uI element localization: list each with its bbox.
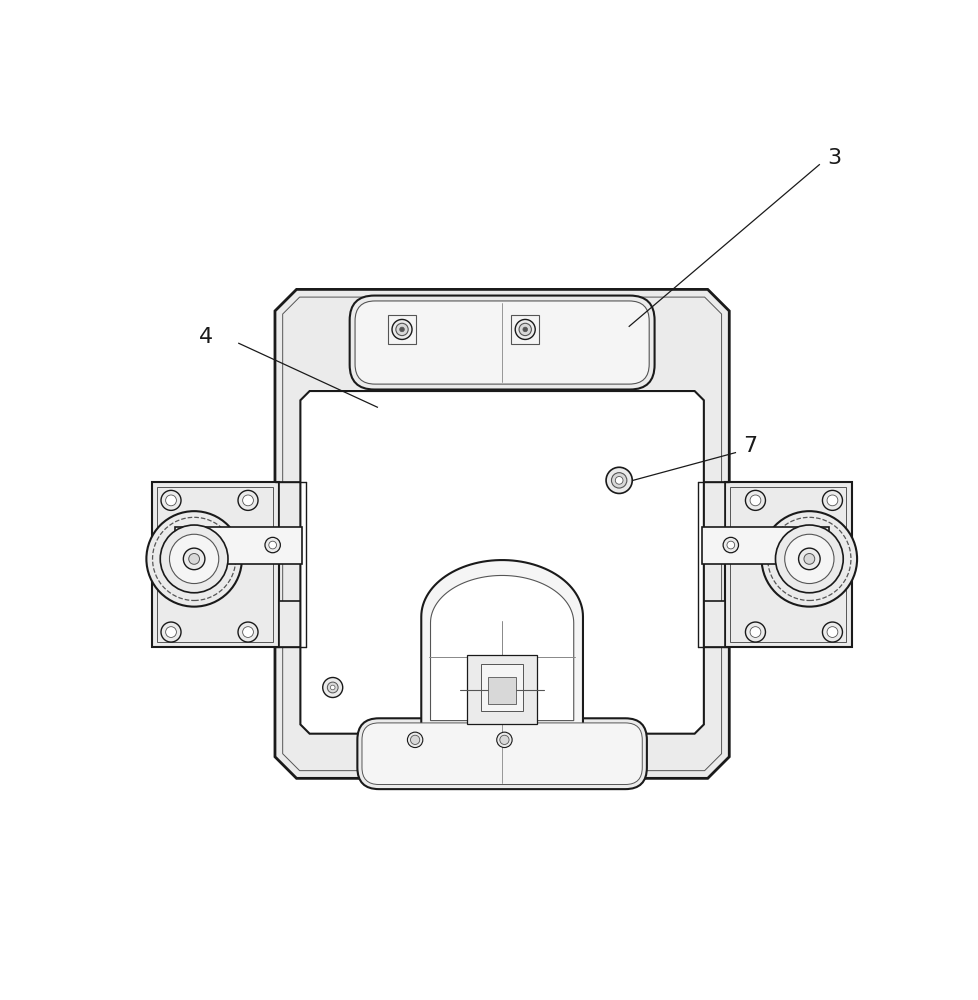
Polygon shape bbox=[279, 601, 313, 647]
Text: 3: 3 bbox=[826, 148, 840, 168]
Polygon shape bbox=[421, 560, 582, 724]
Circle shape bbox=[784, 534, 833, 584]
Circle shape bbox=[723, 537, 737, 553]
Circle shape bbox=[169, 534, 218, 584]
Circle shape bbox=[410, 735, 420, 744]
Circle shape bbox=[160, 622, 181, 642]
Circle shape bbox=[803, 554, 814, 564]
Circle shape bbox=[775, 525, 842, 593]
Bar bbox=[730, 487, 845, 642]
Bar bbox=[701, 527, 827, 564]
Bar bbox=[488, 677, 515, 704]
Circle shape bbox=[189, 554, 200, 564]
Circle shape bbox=[238, 622, 258, 642]
Polygon shape bbox=[689, 482, 724, 528]
Bar bbox=[157, 487, 273, 642]
Circle shape bbox=[798, 548, 820, 570]
Circle shape bbox=[822, 622, 842, 642]
Circle shape bbox=[269, 541, 276, 549]
FancyBboxPatch shape bbox=[355, 301, 648, 384]
Circle shape bbox=[826, 495, 837, 506]
Bar bbox=[724, 482, 851, 647]
Bar bbox=[152, 482, 279, 647]
Bar bbox=[511, 315, 539, 344]
Circle shape bbox=[243, 495, 253, 506]
Circle shape bbox=[323, 677, 342, 698]
Circle shape bbox=[391, 319, 412, 339]
Circle shape bbox=[407, 732, 422, 748]
Circle shape bbox=[761, 511, 856, 607]
Polygon shape bbox=[300, 391, 703, 734]
Bar bbox=[481, 664, 522, 711]
Circle shape bbox=[165, 495, 176, 506]
Circle shape bbox=[749, 627, 760, 637]
Circle shape bbox=[183, 548, 204, 570]
Circle shape bbox=[514, 319, 535, 339]
Polygon shape bbox=[275, 289, 729, 778]
Circle shape bbox=[518, 323, 531, 336]
Polygon shape bbox=[279, 482, 313, 528]
Circle shape bbox=[395, 323, 408, 336]
Circle shape bbox=[522, 327, 527, 332]
Polygon shape bbox=[430, 575, 573, 721]
Circle shape bbox=[744, 490, 765, 510]
Circle shape bbox=[147, 511, 242, 607]
Circle shape bbox=[243, 627, 253, 637]
Circle shape bbox=[611, 473, 626, 488]
Circle shape bbox=[327, 682, 337, 693]
Circle shape bbox=[744, 622, 765, 642]
Circle shape bbox=[238, 490, 258, 510]
Circle shape bbox=[822, 490, 842, 510]
Text: 4: 4 bbox=[199, 327, 212, 347]
Circle shape bbox=[330, 685, 334, 690]
Bar bbox=[175, 527, 301, 564]
Circle shape bbox=[265, 537, 280, 553]
Circle shape bbox=[165, 627, 176, 637]
Circle shape bbox=[826, 627, 837, 637]
Polygon shape bbox=[689, 601, 724, 647]
Bar bbox=[467, 655, 536, 724]
Circle shape bbox=[605, 467, 632, 493]
Circle shape bbox=[615, 477, 622, 484]
FancyBboxPatch shape bbox=[362, 723, 642, 785]
Circle shape bbox=[160, 490, 181, 510]
FancyBboxPatch shape bbox=[357, 718, 646, 789]
Bar bbox=[387, 315, 416, 344]
Circle shape bbox=[160, 525, 228, 593]
Circle shape bbox=[727, 541, 734, 549]
FancyBboxPatch shape bbox=[349, 296, 654, 389]
Circle shape bbox=[496, 732, 511, 748]
Circle shape bbox=[749, 495, 760, 506]
Text: 7: 7 bbox=[742, 436, 757, 456]
Circle shape bbox=[500, 735, 509, 744]
Circle shape bbox=[399, 327, 404, 332]
